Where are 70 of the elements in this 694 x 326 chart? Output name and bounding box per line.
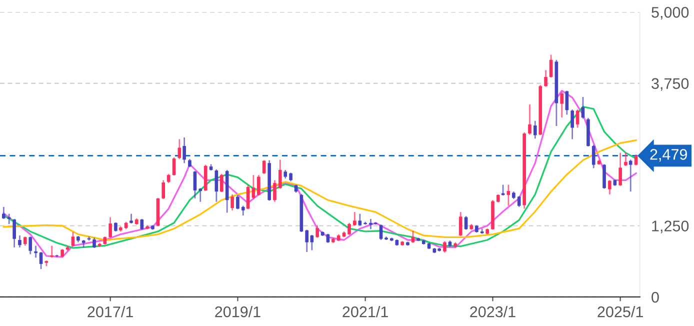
y-tick-label: 0 [652, 292, 659, 303]
candlestick [241, 205, 245, 216]
candlestick [23, 236, 27, 246]
ref-line-label: 2,479 [650, 149, 687, 162]
candlestick [458, 211, 462, 237]
candlestick [602, 164, 606, 190]
candlestick [7, 213, 11, 225]
candlestick [172, 156, 176, 176]
candlestick [50, 245, 54, 258]
candlestick [634, 154, 638, 166]
candlestick [618, 152, 622, 187]
x-tick-label: 2025/1 [598, 306, 643, 318]
candlestick [34, 245, 38, 258]
candlestick [28, 236, 32, 255]
y-tick-label: 5,000 [652, 6, 689, 20]
candlestick [162, 179, 166, 200]
candlestick [2, 206, 6, 220]
candlestick [246, 184, 250, 210]
candlestick [230, 194, 234, 212]
y-tick-label: 1,250 [652, 220, 689, 234]
x-tick-label: 2021/1 [342, 306, 388, 318]
candlestick [443, 240, 446, 254]
candlestick [193, 170, 197, 200]
candlestick [166, 173, 170, 184]
x-tick-label: 2023/1 [470, 306, 516, 318]
candlestick [214, 168, 218, 203]
candlestick [12, 218, 16, 248]
candlestick [358, 213, 362, 226]
candlestick [411, 230, 415, 244]
candlestick [517, 195, 521, 208]
candlestick [544, 69, 548, 88]
candlestick [273, 179, 276, 203]
candlestick [257, 174, 260, 196]
candlestick [592, 144, 596, 169]
candlestick [316, 224, 319, 238]
candlestick [576, 108, 580, 128]
x-tick-label: 2019/1 [215, 306, 260, 318]
candlestick [198, 187, 202, 203]
candlestick [528, 104, 532, 136]
candlestick [108, 216, 112, 238]
candlestick [533, 120, 537, 140]
candlestick [506, 184, 510, 207]
candlestick [252, 174, 256, 200]
candlestick [326, 233, 330, 244]
candlestick [581, 96, 585, 120]
line-series [2, 139, 637, 241]
candlestick [608, 179, 612, 196]
candlestick [348, 222, 351, 236]
candlestick [220, 173, 224, 193]
candlestick [39, 251, 43, 270]
candlestick [560, 91, 564, 118]
candlestick [236, 194, 240, 210]
candlestick [549, 54, 553, 78]
candlestick [570, 108, 574, 140]
candlestick [140, 218, 144, 230]
candlestick [353, 211, 356, 226]
candlestick [130, 213, 133, 224]
candlestick [178, 138, 182, 160]
candlestick [114, 222, 118, 232]
candlestick [182, 136, 186, 164]
candlestick [262, 160, 266, 175]
candlestick [628, 158, 632, 192]
x-tick-label: 2017/1 [88, 306, 133, 318]
candlestick [379, 224, 383, 241]
candlestick [92, 237, 96, 249]
candlestick [278, 158, 282, 190]
candlestick [624, 152, 628, 167]
y-tick-label: 3,750 [652, 78, 689, 91]
candlestick [18, 234, 22, 248]
candlestick [464, 215, 468, 230]
